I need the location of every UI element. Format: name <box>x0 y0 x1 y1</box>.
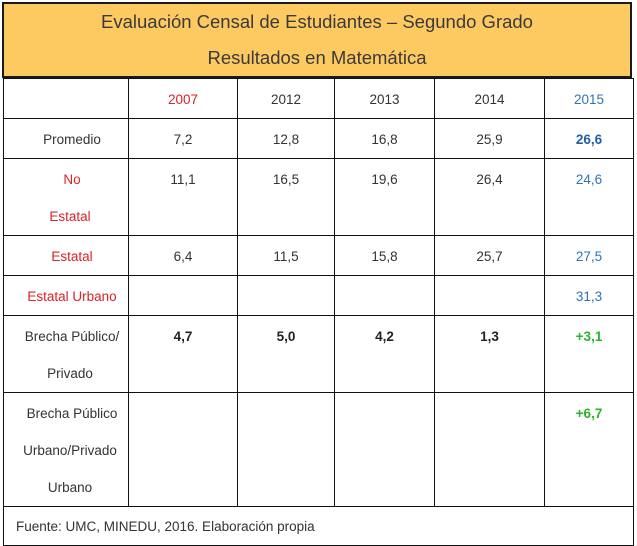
value-cell-2014: 1,3 <box>434 315 545 393</box>
value-cell-2015: 24,6 <box>544 158 634 236</box>
value-cell-2007 <box>128 275 238 316</box>
value-cell-2015: 26,6 <box>544 118 634 159</box>
value-cell-2007 <box>128 392 238 507</box>
value-cell-2007: 11,1 <box>128 158 238 236</box>
header-row: 2007 2012 2013 2014 2015 <box>3 78 634 119</box>
value-cell-2012: 5,0 <box>237 315 335 393</box>
table-row-no-estatal: No Estatal 11,1 16,5 19,6 26,4 24,6 <box>3 158 634 236</box>
value-cell-2015: +6,7 <box>544 392 634 507</box>
value-cell-2015: 31,3 <box>544 275 634 316</box>
value-cell-2007: 4,7 <box>128 315 238 393</box>
source-cell: Fuente: UMC, MINEDU, 2016. Elaboración p… <box>3 506 634 546</box>
header-cell-2013: 2013 <box>334 78 435 119</box>
value-cell-2013 <box>334 392 435 507</box>
header-cell-2015: 2015 <box>544 78 634 119</box>
value-cell-2013: 16,8 <box>334 118 435 159</box>
results-table: 2007 2012 2013 2014 2015 Promedio 7,2 12… <box>3 78 634 546</box>
value-cell-2014 <box>434 275 545 316</box>
value-cell-2012: 11,5 <box>237 235 335 276</box>
value-cell-2012 <box>237 392 335 507</box>
value-cell-2015: +3,1 <box>544 315 634 393</box>
value-cell-2012: 12,8 <box>237 118 335 159</box>
row-label: Promedio <box>3 118 129 159</box>
value-cell-2014: 25,9 <box>434 118 545 159</box>
value-cell-2013: 15,8 <box>334 235 435 276</box>
value-cell-2014: 26,4 <box>434 158 545 236</box>
value-cell-2007: 7,2 <box>128 118 238 159</box>
row-label: Brecha Público Urbano/Privado Urbano <box>3 392 129 507</box>
table-row-brecha-publico-privado: Brecha Público/Privado 4,7 5,0 4,2 1,3 +… <box>3 315 634 393</box>
value-cell-2014 <box>434 392 545 507</box>
value-cell-2013: 4,2 <box>334 315 435 393</box>
value-cell-2007: 6,4 <box>128 235 238 276</box>
value-cell-2013: 19,6 <box>334 158 435 236</box>
title-line-2: Resultados en Matemática <box>207 47 427 68</box>
header-cell-2007: 2007 <box>128 78 238 119</box>
table-row-estatal: Estatal 6,4 11,5 15,8 25,7 27,5 <box>3 235 634 276</box>
source-row: Fuente: UMC, MINEDU, 2016. Elaboración p… <box>3 506 634 546</box>
value-cell-2014: 25,7 <box>434 235 545 276</box>
table-row-promedio: Promedio 7,2 12,8 16,8 25,9 26,6 <box>3 118 634 159</box>
title-line-1: Evaluación Censal de Estudiantes – Segun… <box>101 11 533 32</box>
header-cell-empty <box>3 78 129 119</box>
table-row-brecha-urbano: Brecha Público Urbano/Privado Urbano +6,7 <box>3 392 634 507</box>
row-label: No Estatal <box>3 158 129 236</box>
row-label: Brecha Público/Privado <box>3 315 129 393</box>
row-label: Estatal <box>3 235 129 276</box>
value-cell-2012: 16,5 <box>237 158 335 236</box>
source-note: Fuente: UMC, MINEDU, 2016. Elaboración p… <box>16 518 315 534</box>
title-banner: Evaluación Censal de Estudiantes – Segun… <box>2 2 632 78</box>
